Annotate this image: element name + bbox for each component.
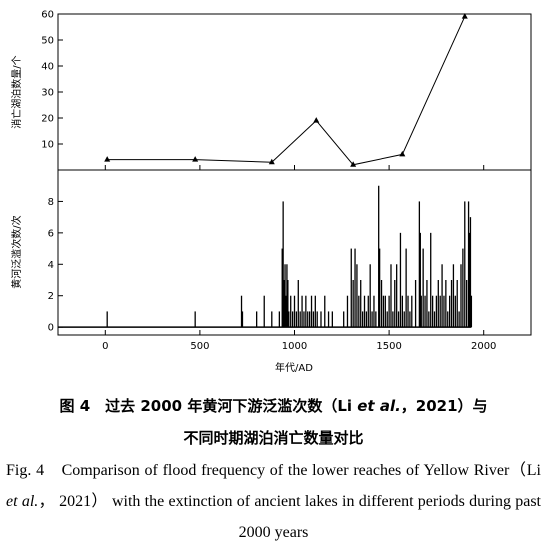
y-tick-label: 60 xyxy=(41,10,54,21)
figure: 消亡湖泊数量/个 黄河泛滥次数/次 年代/AD 1020304050600246… xyxy=(10,10,532,374)
y-tick-label: 4 xyxy=(48,260,54,271)
y-axis-label: 黄河泛滥次数/次 xyxy=(10,215,23,288)
x-tick-label: 500 xyxy=(190,341,209,352)
data-point xyxy=(104,156,111,162)
x-tick-label: 1500 xyxy=(376,341,401,352)
caption-text: 图 4 过去 2000 年黄河下游泛滥次数（Li xyxy=(59,397,358,415)
caption-text: ， 2021） with the extinction of ancient l… xyxy=(38,493,541,541)
y-tick-label: 30 xyxy=(41,88,54,99)
caption-italic: et al. xyxy=(357,397,401,415)
caption-cn-1: 图 4 过去 2000 年黄河下游泛滥次数（Li et al.，2021）与 xyxy=(0,395,547,416)
y-tick-label: 10 xyxy=(41,140,54,151)
x-tick-label: 2000 xyxy=(471,341,496,352)
y-axis-label: 消亡湖泊数量/个 xyxy=(10,55,23,128)
x-axis-label: 年代/AD xyxy=(275,361,313,374)
caption-text: ，2021）与 xyxy=(400,397,488,415)
data-point xyxy=(192,156,199,162)
y-tick-label: 40 xyxy=(41,62,54,73)
y-tick-label: 6 xyxy=(48,228,54,239)
data-point xyxy=(350,161,357,167)
caption-cn-2: 不同时期湖泊消亡数量对比 xyxy=(183,429,364,447)
data-point xyxy=(461,13,468,19)
caption-en: Fig. 4 Comparison of flood frequency of … xyxy=(0,455,547,548)
data-point xyxy=(399,150,406,157)
y-tick-label: 8 xyxy=(48,197,54,208)
data-point xyxy=(313,117,320,123)
caption-italic: et al. xyxy=(6,493,39,510)
caption-text: Fig. 4 Comparison of flood frequency of … xyxy=(6,462,541,479)
data-line xyxy=(107,16,466,166)
top-frame xyxy=(57,13,532,171)
data-point xyxy=(268,158,275,165)
x-tick-label: 1000 xyxy=(282,341,307,352)
x-tick-label: 0 xyxy=(102,341,108,352)
y-tick-label: 2 xyxy=(48,291,54,302)
y-tick-label: 20 xyxy=(41,114,54,125)
y-tick-label: 0 xyxy=(48,323,54,334)
y-tick-label: 50 xyxy=(41,36,54,47)
